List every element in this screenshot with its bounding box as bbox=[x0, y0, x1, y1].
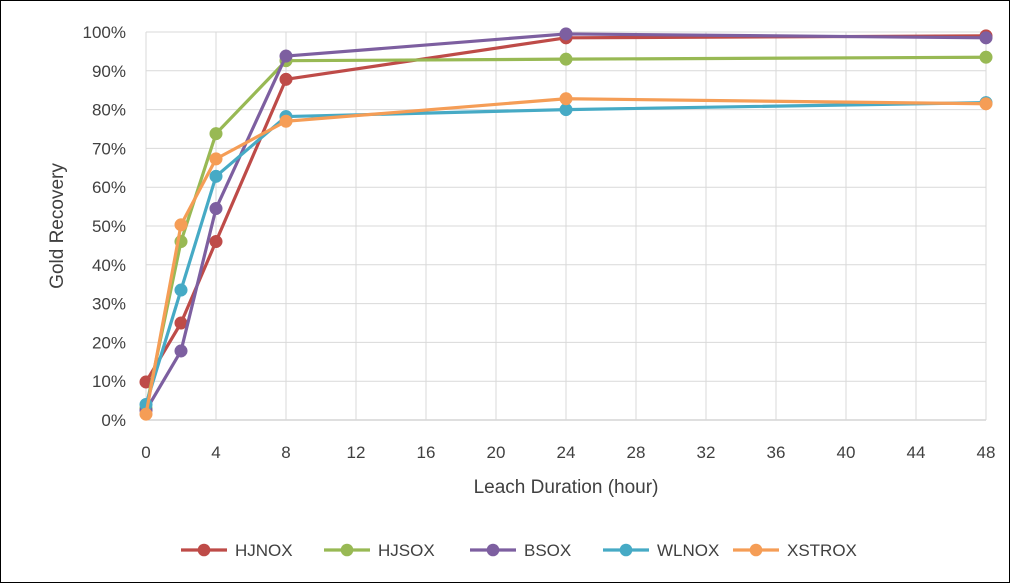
x-tick-label: 24 bbox=[557, 443, 576, 462]
x-tick-label: 8 bbox=[281, 443, 290, 462]
data-point bbox=[174, 283, 188, 297]
data-point bbox=[139, 407, 153, 421]
legend-label: WLNOX bbox=[657, 541, 719, 560]
data-point bbox=[979, 50, 993, 64]
legend-item-xstrox: XSTROX bbox=[733, 541, 857, 560]
y-tick-label: 40% bbox=[92, 256, 126, 275]
legend-label: XSTROX bbox=[787, 541, 857, 560]
legend-label: HJNOX bbox=[235, 541, 293, 560]
y-tick-label: 100% bbox=[83, 23, 126, 42]
series-xstrox bbox=[139, 92, 993, 421]
data-point bbox=[209, 201, 223, 216]
gridlines bbox=[145, 31, 987, 421]
y-tick-label: 30% bbox=[92, 295, 126, 314]
y-tick-label: 50% bbox=[92, 217, 126, 236]
y-tick-label: 70% bbox=[92, 139, 126, 158]
data-point bbox=[209, 152, 223, 166]
x-tick-label: 4 bbox=[211, 443, 220, 462]
legend-label: HJSOX bbox=[378, 541, 435, 560]
data-point bbox=[279, 114, 293, 128]
y-tick-label: 60% bbox=[92, 178, 126, 197]
series-line-wlnox bbox=[144, 101, 987, 405]
series-line-hjsox bbox=[144, 55, 987, 409]
data-point bbox=[979, 31, 993, 45]
y-axis-title: Gold Recovery bbox=[47, 163, 68, 289]
x-tick-label: 48 bbox=[977, 443, 996, 462]
legend-item-hjnox: HJNOX bbox=[181, 541, 293, 560]
y-tick-label: 90% bbox=[92, 62, 126, 81]
x-tick-label: 28 bbox=[627, 443, 646, 462]
legend-swatch-marker bbox=[340, 543, 354, 557]
data-point bbox=[559, 27, 573, 41]
y-tick-label: 10% bbox=[92, 372, 126, 391]
legend-item-bsox: BSOX bbox=[470, 541, 571, 560]
legend-swatch-marker bbox=[619, 543, 633, 557]
data-point bbox=[979, 97, 993, 111]
x-tick-label: 16 bbox=[417, 443, 436, 462]
data-point bbox=[174, 344, 188, 358]
x-tick-label: 36 bbox=[767, 443, 786, 462]
data-point bbox=[279, 72, 293, 86]
legend-item-wlnox: WLNOX bbox=[603, 541, 719, 560]
legend-item-hjsox: HJSOX bbox=[324, 541, 435, 560]
x-tick-label: 44 bbox=[907, 443, 926, 462]
legend: HJNOX HJSOX BSOX WLNOX XSTROX bbox=[181, 541, 857, 560]
data-point bbox=[279, 49, 293, 63]
y-tick-label: 0% bbox=[101, 411, 126, 430]
data-point bbox=[209, 169, 223, 183]
x-tick-label: 20 bbox=[487, 443, 506, 462]
x-tick-label: 12 bbox=[347, 443, 366, 462]
x-axis-title: Leach Duration (hour) bbox=[474, 477, 659, 498]
data-point bbox=[559, 52, 573, 66]
data-point bbox=[209, 127, 223, 141]
legend-swatch-marker bbox=[197, 543, 211, 557]
legend-swatch-marker bbox=[486, 543, 500, 557]
x-tick-label: 0 bbox=[141, 443, 150, 462]
data-point bbox=[209, 234, 223, 249]
y-tick-label: 80% bbox=[92, 101, 126, 120]
y-tick-label: 20% bbox=[92, 333, 126, 352]
x-tick-label: 40 bbox=[837, 443, 856, 462]
data-point bbox=[174, 218, 188, 232]
data-point bbox=[559, 92, 573, 106]
x-tick-label: 32 bbox=[697, 443, 716, 462]
y-tick-labels: 0% 10% 20% 30% 40% 50% 60% 70% 80% 90% 100% bbox=[83, 23, 126, 430]
series-group bbox=[139, 27, 993, 421]
series-line-bsox bbox=[144, 32, 987, 412]
legend-swatch-marker bbox=[749, 543, 763, 557]
x-tick-labels: 0 4 8 12 16 20 24 28 32 36 40 44 48 bbox=[141, 443, 995, 462]
series-line-xstrox bbox=[144, 97, 987, 415]
series-line-hjnox bbox=[144, 34, 987, 383]
legend-label: BSOX bbox=[524, 541, 571, 560]
